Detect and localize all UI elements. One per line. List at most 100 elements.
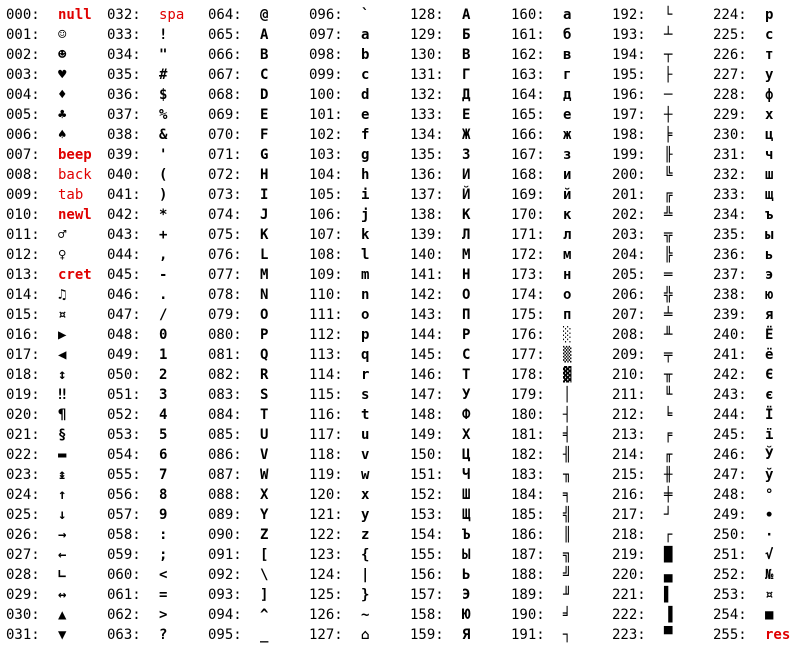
char-entry: 072: H [202, 165, 303, 185]
char-entry: 048: 0 [101, 325, 202, 345]
char-entry: 113: q [303, 345, 404, 365]
char-code: 190: [511, 607, 545, 623]
char-glyph: x [361, 487, 370, 503]
char-entry: 190: ╛ [505, 605, 606, 625]
char-glyph: R [260, 367, 269, 383]
char-glyph: є [765, 387, 774, 403]
char-code: 123: [309, 547, 343, 563]
char-code: 086: [208, 447, 242, 463]
char-code: 091: [208, 547, 242, 563]
char-glyph: Y [260, 507, 269, 523]
char-entry: 165: е [505, 105, 606, 125]
char-code: 215: [612, 467, 646, 483]
char-code: 121: [309, 507, 343, 523]
char-entry: 028: ∟ [0, 565, 101, 585]
char-code: 200: [612, 167, 646, 183]
char-entry: 057: 9 [101, 505, 202, 525]
char-entry: 242: Є [707, 365, 807, 385]
char-glyph: л [563, 227, 572, 243]
control-code-label: newl [58, 207, 92, 223]
char-glyph: J [260, 207, 269, 223]
char-entry: 229: х [707, 105, 807, 125]
char-code: 221: [612, 587, 646, 603]
char-code: 164: [511, 87, 545, 103]
char-glyph: ╡ [563, 427, 572, 443]
char-entry: 099: c [303, 65, 404, 85]
char-entry: 016: ▶ [0, 325, 101, 345]
char-glyph: ╢ [563, 447, 572, 463]
char-code: 058: [107, 527, 141, 543]
char-code: 119: [309, 467, 343, 483]
char-glyph: ) [159, 187, 168, 203]
char-glyph: н [563, 267, 572, 283]
char-entry: 135: З [404, 145, 505, 165]
char-glyph: ╟ [664, 147, 673, 163]
char-entry: 121: y [303, 505, 404, 525]
char-code: 048: [107, 327, 141, 343]
char-entry: 095: _ [202, 625, 303, 645]
char-column: 192: └ 193: ┴ 194: ┬ 195: ├ 196: ─ 197: ┼ 198: ╞ 199: ╟… [606, 5, 707, 645]
char-glyph: ъ [765, 207, 774, 223]
char-code: 076: [208, 247, 242, 263]
char-entry: 179: │ [505, 385, 606, 405]
char-entry: 092: \ [202, 565, 303, 585]
char-entry: 003: ♥ [0, 65, 101, 85]
char-glyph: ♦ [58, 87, 67, 103]
char-glyph: ↨ [58, 467, 67, 483]
char-glyph: g [361, 147, 370, 163]
char-code: 125: [309, 587, 343, 603]
char-glyph: F [260, 127, 269, 143]
char-glyph: Ы [462, 547, 471, 563]
char-code: 157: [410, 587, 444, 603]
char-code: 000: [6, 7, 40, 23]
char-glyph: Ж [462, 127, 471, 143]
char-glyph: 7 [159, 467, 168, 483]
char-entry: 015: ¤ [0, 305, 101, 325]
char-code: 223: [612, 627, 646, 643]
char-glyph: Ч [462, 467, 471, 483]
char-column: 128: А 129: Б 130: В 131: Г 132: Д 133: Е 134: Ж 135: З… [404, 5, 505, 645]
char-entry: 002: ☻ [0, 45, 101, 65]
char-code: 172: [511, 247, 545, 263]
char-entry: 068: D [202, 85, 303, 105]
char-entry: 254: ■ [707, 605, 807, 625]
char-code: 167: [511, 147, 545, 163]
char-glyph: е [563, 107, 572, 123]
char-entry: 219: █ [606, 545, 707, 565]
char-entry: 240: Ё [707, 325, 807, 345]
char-entry: 027: ← [0, 545, 101, 565]
char-entry: 118: v [303, 445, 404, 465]
char-code: 180: [511, 407, 545, 423]
char-code: 004: [6, 87, 40, 103]
char-code: 241: [713, 347, 747, 363]
char-code: 126: [309, 607, 343, 623]
char-entry: 102: f [303, 125, 404, 145]
char-entry: 191: ┐ [505, 625, 606, 645]
char-entry: 223: ▀ [606, 625, 707, 645]
char-code: 039: [107, 147, 141, 163]
char-glyph: ╩ [664, 207, 673, 223]
char-glyph: └ [664, 7, 673, 23]
char-glyph: у [765, 67, 774, 83]
char-code: 016: [6, 327, 40, 343]
char-entry: 060: < [101, 565, 202, 585]
char-entry: 202: ╩ [606, 205, 707, 225]
char-glyph: v [361, 447, 370, 463]
char-glyph: ♂ [58, 227, 67, 243]
char-code: 081: [208, 347, 242, 363]
char-code: 020: [6, 407, 40, 423]
char-glyph: ├ [664, 67, 673, 83]
char-entry: 100: d [303, 85, 404, 105]
char-code: 117: [309, 427, 343, 443]
char-entry: 132: Д [404, 85, 505, 105]
char-entry: 115: s [303, 385, 404, 405]
char-code: 152: [410, 487, 444, 503]
char-glyph: j [361, 207, 370, 223]
char-code: 096: [309, 7, 343, 23]
char-entry: 127: ⌂ [303, 625, 404, 645]
char-code: 030: [6, 607, 40, 623]
char-glyph: @ [260, 7, 269, 23]
char-code: 232: [713, 167, 747, 183]
char-entry: 227: у [707, 65, 807, 85]
char-entry: 160: а [505, 5, 606, 25]
